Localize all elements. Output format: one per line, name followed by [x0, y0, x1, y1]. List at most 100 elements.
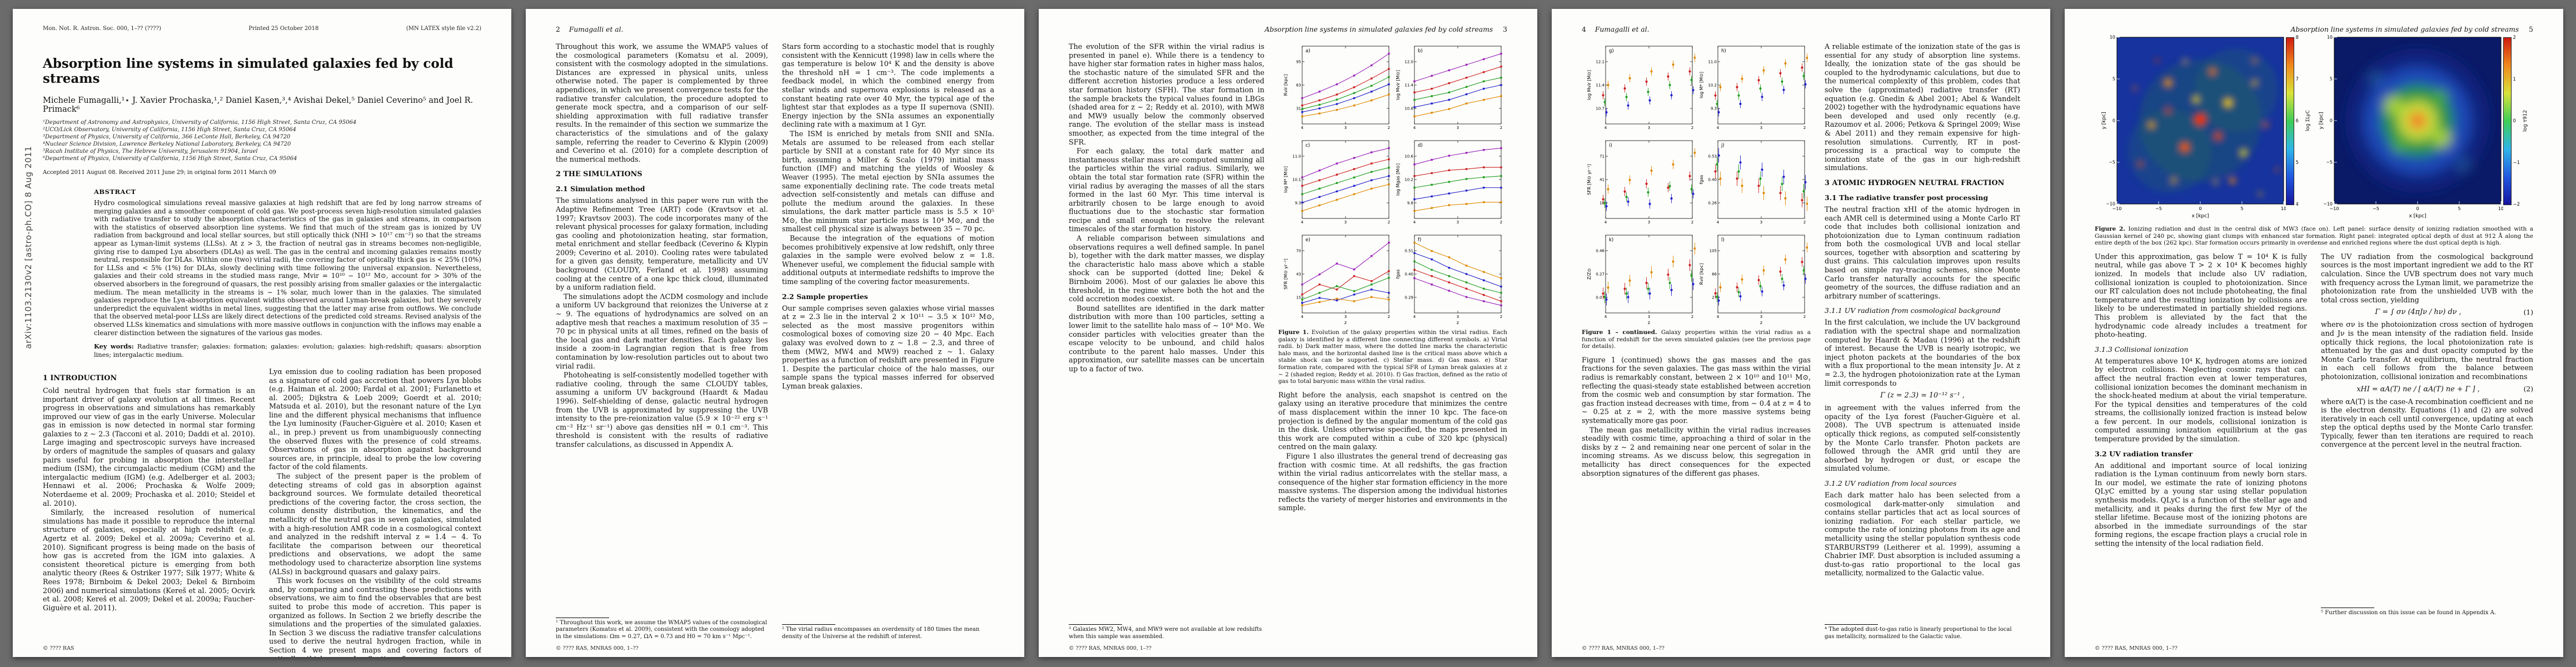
colorbar [2503, 37, 2512, 205]
running-head: Absorption line systems in simulated gal… [1069, 26, 1507, 33]
svg-text:0.53: 0.53 [1708, 155, 1717, 159]
svg-text:5: 5 [2329, 77, 2332, 82]
journal-header: Mon. Not. R. Astron. Soc. 000, 1–?? (???… [43, 26, 481, 32]
svg-text:2: 2 [1691, 220, 1693, 225]
subsection-heading-method: 2.1 Simulation method [556, 185, 645, 193]
running-head-left: 2 Fumagalli et al. [556, 26, 623, 33]
svg-text:k): k) [1609, 237, 1613, 243]
footnote: ² The virial radius encompasses an overd… [782, 622, 994, 640]
svg-text:−10: −10 [2329, 206, 2339, 211]
latex-style-note: (MN LATEX style file v2.2) [406, 26, 481, 32]
body-paragraph: A reliable estimate of the ionization st… [1825, 42, 2020, 172]
svg-text:10: 10 [2109, 35, 2115, 40]
footnote: ³ Galaxies MW2, MW4, and MW9 were not av… [1069, 622, 1264, 640]
svg-text:10.2: 10.2 [1404, 178, 1413, 182]
svg-text:log Mgas [M⊙]: log Mgas [M⊙] [1396, 163, 1401, 196]
two-column-text: Throughout this work, we assume the WMAP… [556, 42, 994, 640]
svg-text:3: 3 [1457, 315, 1459, 319]
svg-text:3: 3 [1760, 126, 1762, 130]
svg-text:2: 2 [1691, 126, 1693, 130]
body-paragraph: in agreement with the values inferred fr… [1825, 404, 2020, 473]
figure-2-right-panel: −10 −10 −5 −5 0 0 5 5 10 10 x [kpc] y [kpc] 2 1 0 −1 −2… [2318, 34, 2528, 221]
column-left: Throughout this work, we assume the WMAP… [556, 42, 768, 640]
body-paragraph: Cold neutral hydrogen that fuels star fo… [43, 386, 255, 507]
two-column-text: 1 INTRODUCTION Cold neutral hydrogen tha… [43, 367, 481, 657]
svg-text:27: 27 [1712, 296, 1717, 300]
colorbar-tick: 2 [2513, 35, 2516, 41]
svg-text:4: 4 [1605, 126, 1607, 130]
svg-text:12.0: 12.0 [1404, 60, 1413, 64]
column-right: A reliable estimate of the ionization st… [1825, 42, 2020, 640]
svg-text:g): g) [1609, 48, 1614, 54]
svg-text:10.6: 10.6 [1404, 155, 1413, 159]
figure1b-panel-3: 4 3 2 10 41 71 i) SFR [M⊙ yr⁻¹] [1587, 140, 1696, 225]
svg-text:71: 71 [1600, 155, 1605, 159]
svg-text:70: 70 [1296, 249, 1301, 253]
body-paragraph: An additional and important source of lo… [2095, 461, 2307, 547]
svg-text:−5: −5 [2326, 160, 2333, 165]
page-number: 4 [1582, 26, 1586, 33]
affiliations: ¹Department of Astronomy and Astrophysic… [43, 119, 481, 162]
svg-text:log M* [M⊙]: log M* [M⊙] [1283, 166, 1288, 193]
body-paragraph: In the first calculation, we include the… [1825, 318, 2020, 387]
svg-text:2: 2 [1803, 220, 1806, 225]
figure1b-panel-1: 4 3 2 10.7 11.4 12.1 g) log Mvir [M⊙] [1587, 46, 1696, 130]
body-paragraph: The subject of the present paper is the … [269, 472, 481, 576]
svg-text:y [kpc]: y [kpc] [2319, 112, 2324, 129]
svg-text:10: 10 [2280, 206, 2285, 211]
figure-1-caption: Figure 1. Evolution of the galaxy proper… [1278, 329, 1507, 385]
svg-text:log Mvir [M⊙]: log Mvir [M⊙] [1396, 70, 1401, 100]
svg-text:0: 0 [2112, 118, 2115, 123]
body-paragraph: Our sample comprises seven galaxies whos… [782, 303, 994, 390]
svg-text:5: 5 [2112, 77, 2115, 82]
svg-text:2: 2 [1500, 126, 1502, 130]
journal-reference: Mon. Not. R. Astron. Soc. 000, 1–?? (???… [43, 26, 161, 32]
page-5: Absorption line systems in simulated gal… [2065, 9, 2563, 657]
body-paragraph: A reliable comparison between simulation… [1069, 234, 1264, 303]
figure-1-continued-caption-lead: Figure 1 – continued. [1582, 329, 1657, 336]
body-paragraph: Bound satellites are identified in the d… [1069, 303, 1264, 373]
subsubsection-heading-collisional: 3.1.3 Collisional ionization [2095, 345, 2189, 354]
keywords-text: Radiative transfer; galaxies: formation;… [94, 342, 482, 359]
svg-text:10: 10 [2326, 35, 2332, 40]
svg-text:4: 4 [1717, 126, 1720, 130]
figure-1-continued-caption: Figure 1 – continued. Galaxy properties … [1582, 329, 1811, 350]
svg-text:5: 5 [2240, 206, 2243, 211]
affiliation-3: ³Department of Physics, University of Ca… [43, 134, 291, 140]
svg-text:4: 4 [1301, 126, 1304, 130]
author-list: Michele Fumagalli,¹⋆ J. Xavier Prochaska… [43, 96, 474, 114]
svg-text:0: 0 [2199, 206, 2201, 211]
svg-text:2: 2 [1388, 315, 1390, 319]
svg-text:5: 5 [2458, 206, 2460, 211]
svg-text:3: 3 [1344, 126, 1347, 130]
figure-1-caption-text: Evolution of the galaxy properties withi… [1278, 329, 1507, 385]
colorbar-ticks: 2 1 0 −1 −2 [2512, 35, 2523, 207]
svg-text:31: 31 [1296, 107, 1301, 111]
svg-text:0: 0 [2329, 118, 2332, 123]
received-accepted-dates: Accepted 2011 August 08. Received 2011 J… [43, 170, 276, 176]
running-head: 4 Fumagalli et al. [1582, 26, 2020, 33]
affiliation-1: ¹Department of Astronomy and Astrophysic… [43, 120, 357, 126]
figure-2-caption-lead: Figure 2. [2095, 226, 2125, 232]
section-heading-simulations: 2 THE SIMULATIONS [556, 170, 642, 179]
page-number: 3 [1503, 26, 1507, 33]
svg-text:x [kpc]: x [kpc] [2409, 213, 2426, 219]
figure-2-caption-text: Ionizing radiation and dust in the centr… [2095, 226, 2533, 247]
abstract-text: Hydro cosmological simulations reveal ma… [94, 199, 481, 337]
colorbar-tick: 6 [2295, 118, 2299, 124]
figure-1-caption-lead: Figure 1. [1278, 329, 1309, 336]
svg-text:3: 3 [1760, 220, 1762, 225]
body-paragraph: The simulations analysed in this paper w… [556, 196, 768, 292]
column-text-below-figure: Figure 1 (continued) shows the gas masse… [1582, 356, 1811, 633]
svg-text:3: 3 [1648, 315, 1650, 319]
svg-text:0.40: 0.40 [1708, 178, 1717, 182]
affiliation-2: ²UCO/Lick Observatory, University of Cal… [43, 127, 297, 133]
subsection-heading-uv-transfer: 3.2 UV radiation transfer [2095, 449, 2193, 458]
equation-body: xHI = αA(T) ne / [ αA(T) ne + Γ ] , [2356, 385, 2480, 394]
body-paragraph: The simulations adopt the ΛCDM cosmology… [556, 292, 768, 370]
body-paragraph: Photoheating is self-consistently modell… [556, 371, 768, 449]
svg-text:10.1: 10.1 [1292, 178, 1301, 182]
